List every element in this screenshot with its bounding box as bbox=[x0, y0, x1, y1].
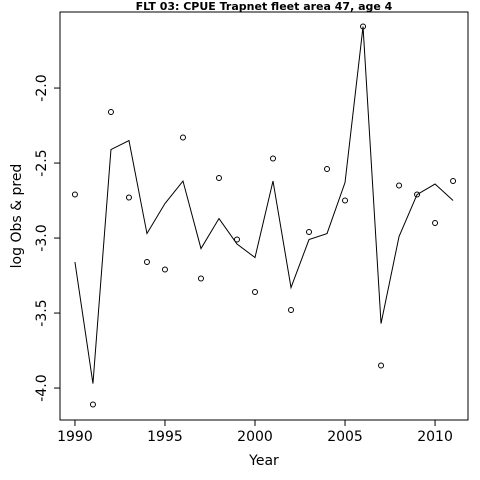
y-tick-label: -3.0 bbox=[34, 224, 50, 251]
observed-point bbox=[324, 166, 331, 173]
chart-title: FLT 03: CPUE Trapnet fleet area 47, age … bbox=[136, 0, 393, 13]
y-tick-label: -2.5 bbox=[34, 149, 50, 176]
observed-point bbox=[233, 236, 240, 243]
observed-point bbox=[306, 229, 313, 236]
observed-point bbox=[432, 220, 439, 227]
observed-point bbox=[450, 178, 457, 185]
observed-point bbox=[89, 401, 96, 408]
observed-point bbox=[396, 182, 403, 189]
observed-point bbox=[179, 134, 186, 141]
observed-point bbox=[215, 175, 222, 182]
observed-point bbox=[161, 266, 168, 273]
observed-point bbox=[378, 362, 385, 369]
y-tick-label: -3.5 bbox=[34, 299, 50, 326]
x-tick-label: 2010 bbox=[417, 429, 453, 445]
observed-point bbox=[107, 109, 114, 116]
observed-point bbox=[270, 155, 277, 162]
observed-point bbox=[414, 191, 421, 198]
y-tick-label: -2.0 bbox=[34, 74, 50, 101]
observed-point bbox=[197, 275, 204, 282]
observed-point bbox=[125, 194, 132, 201]
observed-point bbox=[288, 307, 295, 314]
observed-point bbox=[71, 191, 78, 198]
x-tick-label: 2005 bbox=[327, 429, 363, 445]
y-axis-label: log Obs & pred bbox=[9, 164, 25, 269]
x-tick-label: 1990 bbox=[57, 429, 93, 445]
observed-point bbox=[342, 197, 349, 204]
observed-point bbox=[143, 259, 150, 266]
predicted-line bbox=[74, 26, 454, 384]
x-tick-label: 1995 bbox=[147, 429, 183, 445]
observed-point bbox=[251, 289, 258, 296]
x-tick-label: 2000 bbox=[237, 429, 273, 445]
y-tick-label: -4.0 bbox=[34, 374, 50, 401]
x-axis-label: Year bbox=[248, 453, 279, 469]
plot-frame bbox=[59, 11, 469, 421]
